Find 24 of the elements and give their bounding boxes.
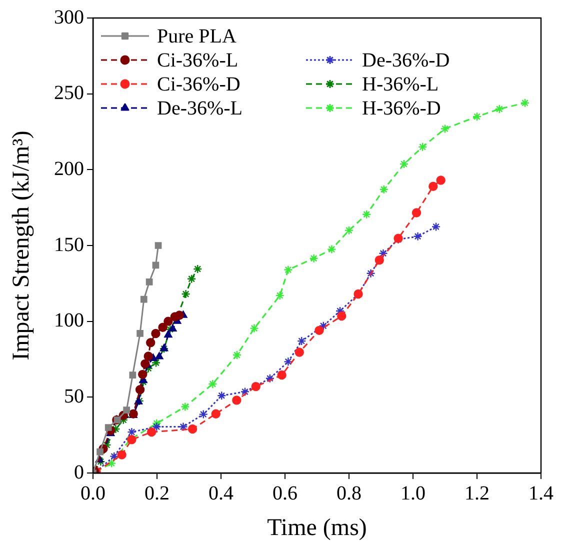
legend-label: De-36%-D bbox=[362, 49, 450, 72]
y-tick-label: 300 bbox=[54, 6, 84, 28]
x-tick-label: 0.0 bbox=[80, 482, 106, 504]
y-axis-title: Impact Strength (kJ/m³) bbox=[8, 130, 35, 360]
y-tick-label: 250 bbox=[54, 82, 84, 104]
y-tick-label: 0 bbox=[74, 461, 84, 484]
legend-label: H-36%-L bbox=[362, 73, 439, 96]
x-tick-label: 1.2 bbox=[464, 482, 490, 504]
y-tick-label: 200 bbox=[54, 158, 84, 180]
x-tick-label: 0.4 bbox=[208, 482, 234, 504]
y-tick-label: 50 bbox=[64, 385, 84, 408]
x-tick-label: 0.8 bbox=[336, 482, 362, 504]
x-axis-title: Time (ms) bbox=[267, 514, 367, 541]
legend-label: Ci-36%-D bbox=[157, 73, 240, 96]
legend-label: Ci-36%-L bbox=[157, 49, 238, 72]
legend-label: Pure PLA bbox=[157, 25, 237, 48]
y-tick-label: 100 bbox=[54, 310, 84, 332]
y-tick-label: 150 bbox=[54, 234, 84, 256]
x-tick-label: 0.2 bbox=[144, 482, 170, 504]
legend-label: H-36%-D bbox=[362, 97, 441, 120]
x-tick-label: 0.6 bbox=[272, 482, 298, 504]
x-tick-label: 1.4 bbox=[528, 482, 554, 504]
x-tick-label: 1.0 bbox=[400, 482, 426, 504]
legend-label: De-36%-L bbox=[157, 97, 243, 120]
